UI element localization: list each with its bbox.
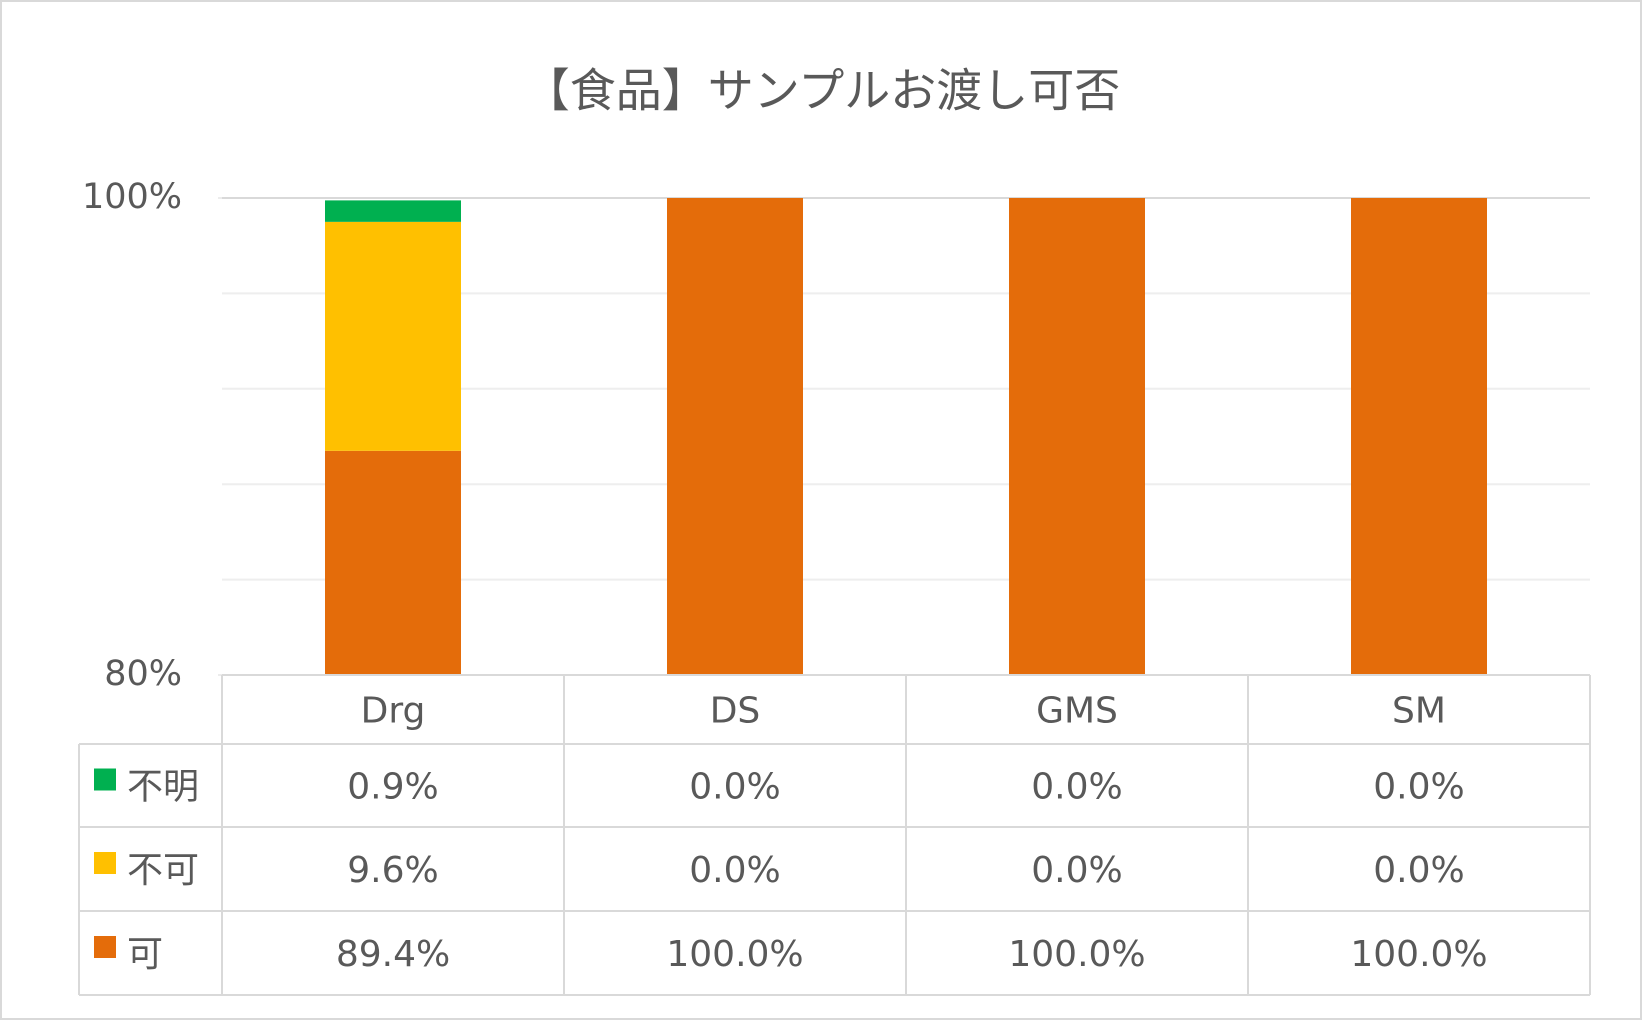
table-value: 0.9% xyxy=(347,767,438,808)
x-tick-label: DS xyxy=(710,691,761,732)
legend-key xyxy=(94,936,116,958)
legend-label: 可 xyxy=(127,934,163,975)
table-value: 89.4% xyxy=(336,934,450,975)
legend-label: 不明 xyxy=(127,767,199,808)
table-value: 100.0% xyxy=(1350,934,1487,975)
table-value: 0.0% xyxy=(689,850,780,891)
x-tick-label: GMS xyxy=(1036,691,1118,732)
bar-segment xyxy=(1009,198,1145,675)
table-value: 0.0% xyxy=(1373,767,1464,808)
bar-segment xyxy=(1351,198,1487,675)
bar-segment xyxy=(325,450,461,675)
y-tick-label: 100% xyxy=(82,177,182,217)
bar-segment xyxy=(325,200,461,222)
bar-segment xyxy=(325,221,461,451)
table-value: 0.0% xyxy=(689,767,780,808)
table-value: 0.0% xyxy=(1031,767,1122,808)
chart-title: 【食品】サンプルお渡し可否 xyxy=(524,64,1121,118)
x-tick-label: Drg xyxy=(361,691,426,732)
table-value: 0.0% xyxy=(1373,850,1464,891)
table-value: 0.0% xyxy=(1031,850,1122,891)
table-value: 9.6% xyxy=(347,850,438,891)
x-tick-label: SM xyxy=(1392,691,1446,732)
y-tick-label: 80% xyxy=(104,654,182,694)
bar-segment xyxy=(667,198,803,675)
legend-key xyxy=(94,852,116,874)
table-value: 100.0% xyxy=(666,934,803,975)
legend-label: 不可 xyxy=(127,850,199,891)
table-value: 100.0% xyxy=(1008,934,1145,975)
legend-key xyxy=(94,768,116,791)
